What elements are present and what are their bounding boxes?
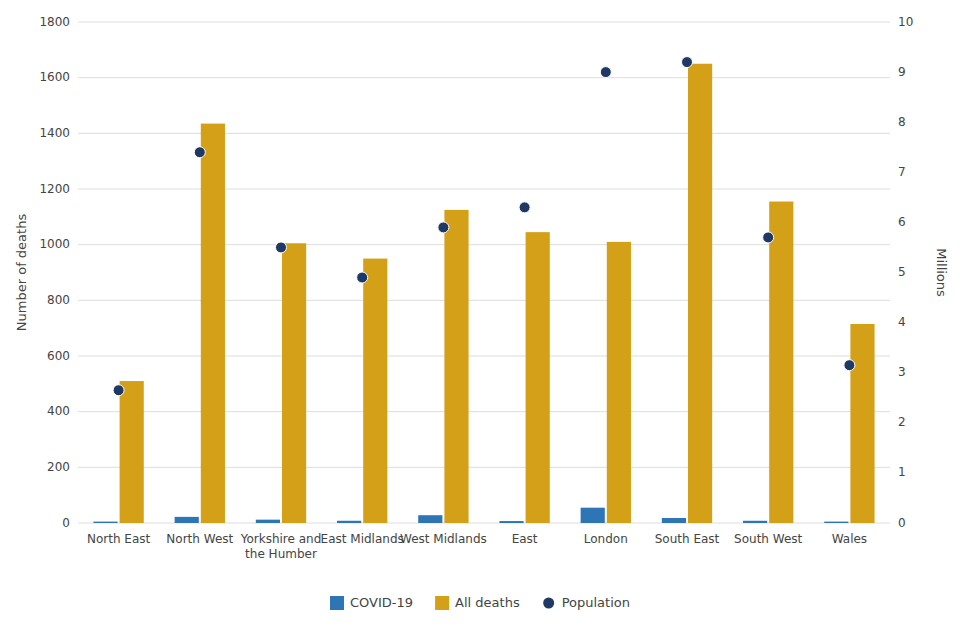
- bar: [256, 520, 280, 523]
- x-tick-label-line: North East: [87, 532, 151, 546]
- x-tick-label-line: South East: [655, 532, 720, 546]
- x-tick-label-line: West Midlands: [400, 532, 487, 546]
- x-tick-label-line: East Midlands: [321, 532, 404, 546]
- bar: [363, 259, 387, 523]
- y-tick-label: 1600: [39, 70, 70, 84]
- grid-line: [78, 411, 890, 412]
- grid-line: [78, 356, 890, 357]
- x-tick-label-line: North West: [166, 532, 233, 546]
- bar: [824, 522, 848, 523]
- x-tick-label: West Midlands: [400, 532, 487, 546]
- x-tick-label-line: Yorkshire and: [240, 532, 322, 546]
- point: [194, 147, 205, 158]
- y2-tick-label: 6: [898, 215, 906, 229]
- point: [682, 57, 693, 68]
- y2-tick-label: 4: [898, 315, 906, 329]
- bar: [201, 124, 225, 523]
- axes: 0 200 400 600 800 1000 1200 1400 1600 1800 0 1 2 3 4 5 6…: [14, 15, 949, 562]
- point: [763, 232, 774, 243]
- y-tick-label: 1000: [39, 237, 70, 251]
- x-tick-label: Yorkshire andthe Humber: [240, 532, 322, 561]
- bar: [444, 210, 468, 523]
- y-tick-label: 800: [47, 293, 70, 307]
- point: [276, 242, 287, 253]
- legend-swatch: [330, 596, 344, 610]
- x-tick-label: East Midlands: [321, 532, 404, 546]
- grid-line: [78, 300, 890, 301]
- point: [844, 360, 855, 371]
- bar: [743, 521, 767, 523]
- bar: [418, 515, 442, 523]
- bar: [337, 521, 361, 523]
- y2-tick-label: 1: [898, 465, 906, 479]
- bar: [688, 64, 712, 523]
- y2-tick-label: 0: [898, 516, 906, 530]
- grid-line: [78, 244, 890, 245]
- x-tick-label-line: London: [584, 532, 628, 546]
- y-tick-label: 400: [47, 404, 70, 418]
- y2-tick-label: 2: [898, 415, 906, 429]
- bar: [662, 518, 686, 523]
- point: [519, 202, 530, 213]
- y-tick-label: 1400: [39, 126, 70, 140]
- chart-container: 0 200 400 600 800 1000 1200 1400 1600 1800 0 1 2 3 4 5 6…: [0, 0, 960, 627]
- legend-swatch: [435, 596, 449, 610]
- x-tick-label: North West: [166, 532, 233, 546]
- grid-line: [78, 523, 890, 524]
- page: {"chart_data": { "type": "bar", "categor…: [0, 0, 960, 627]
- bar: [499, 521, 523, 523]
- y2-tick-label: 10: [898, 15, 913, 29]
- x-tick-label: East: [512, 532, 538, 546]
- y2-tick-label: 9: [898, 65, 906, 79]
- bar: [120, 381, 144, 523]
- y2-axis-label: Millions: [934, 248, 949, 297]
- x-tick-label: South East: [655, 532, 720, 546]
- x-tick-label-line: the Humber: [245, 547, 317, 561]
- bar: [850, 324, 874, 523]
- bar: [175, 517, 199, 523]
- point: [357, 272, 368, 283]
- bar: [93, 522, 117, 523]
- y-tick-label: 1800: [39, 15, 70, 29]
- grid-line: [78, 77, 890, 78]
- y2-tick-label: 3: [898, 365, 906, 379]
- y2-tick-label: 7: [898, 165, 906, 179]
- grid-line: [78, 22, 890, 23]
- y2-tick-label: 5: [898, 265, 906, 279]
- grid-line: [78, 189, 890, 190]
- point: [438, 222, 449, 233]
- bar: [769, 202, 793, 523]
- x-tick-label: South West: [734, 532, 802, 546]
- bar: [607, 242, 631, 523]
- background: [0, 0, 960, 627]
- bar: [526, 232, 550, 523]
- legend: COVID-19 All deaths Population: [330, 595, 630, 611]
- x-tick-label-line: Wales: [832, 532, 867, 546]
- y-tick-label: 200: [47, 460, 70, 474]
- point: [113, 385, 124, 396]
- x-tick-label: North East: [87, 532, 151, 546]
- chart-svg: 0 200 400 600 800 1000 1200 1400 1600 1800 0 1 2 3 4 5 6…: [0, 0, 960, 627]
- grid-line: [78, 467, 890, 468]
- bar: [581, 508, 605, 523]
- y-tick-label: 600: [47, 349, 70, 363]
- grid: [78, 22, 890, 523]
- x-tick-label: London: [584, 532, 628, 546]
- legend-swatch: [543, 598, 554, 609]
- marks: [93, 57, 874, 523]
- legend-label: All deaths: [455, 595, 520, 610]
- y-tick-label: 0: [62, 516, 70, 530]
- x-tick-label-line: South West: [734, 532, 802, 546]
- legend-label: COVID-19: [350, 595, 413, 610]
- grid-line: [78, 133, 890, 134]
- y-axis-label: Number of deaths: [14, 214, 29, 332]
- bar: [282, 243, 306, 523]
- y2-tick-label: 8: [898, 115, 906, 129]
- x-tick-label: Wales: [832, 532, 867, 546]
- point: [600, 67, 611, 78]
- legend-label: Population: [562, 595, 630, 610]
- y-tick-label: 1200: [39, 182, 70, 196]
- x-tick-label-line: East: [512, 532, 538, 546]
